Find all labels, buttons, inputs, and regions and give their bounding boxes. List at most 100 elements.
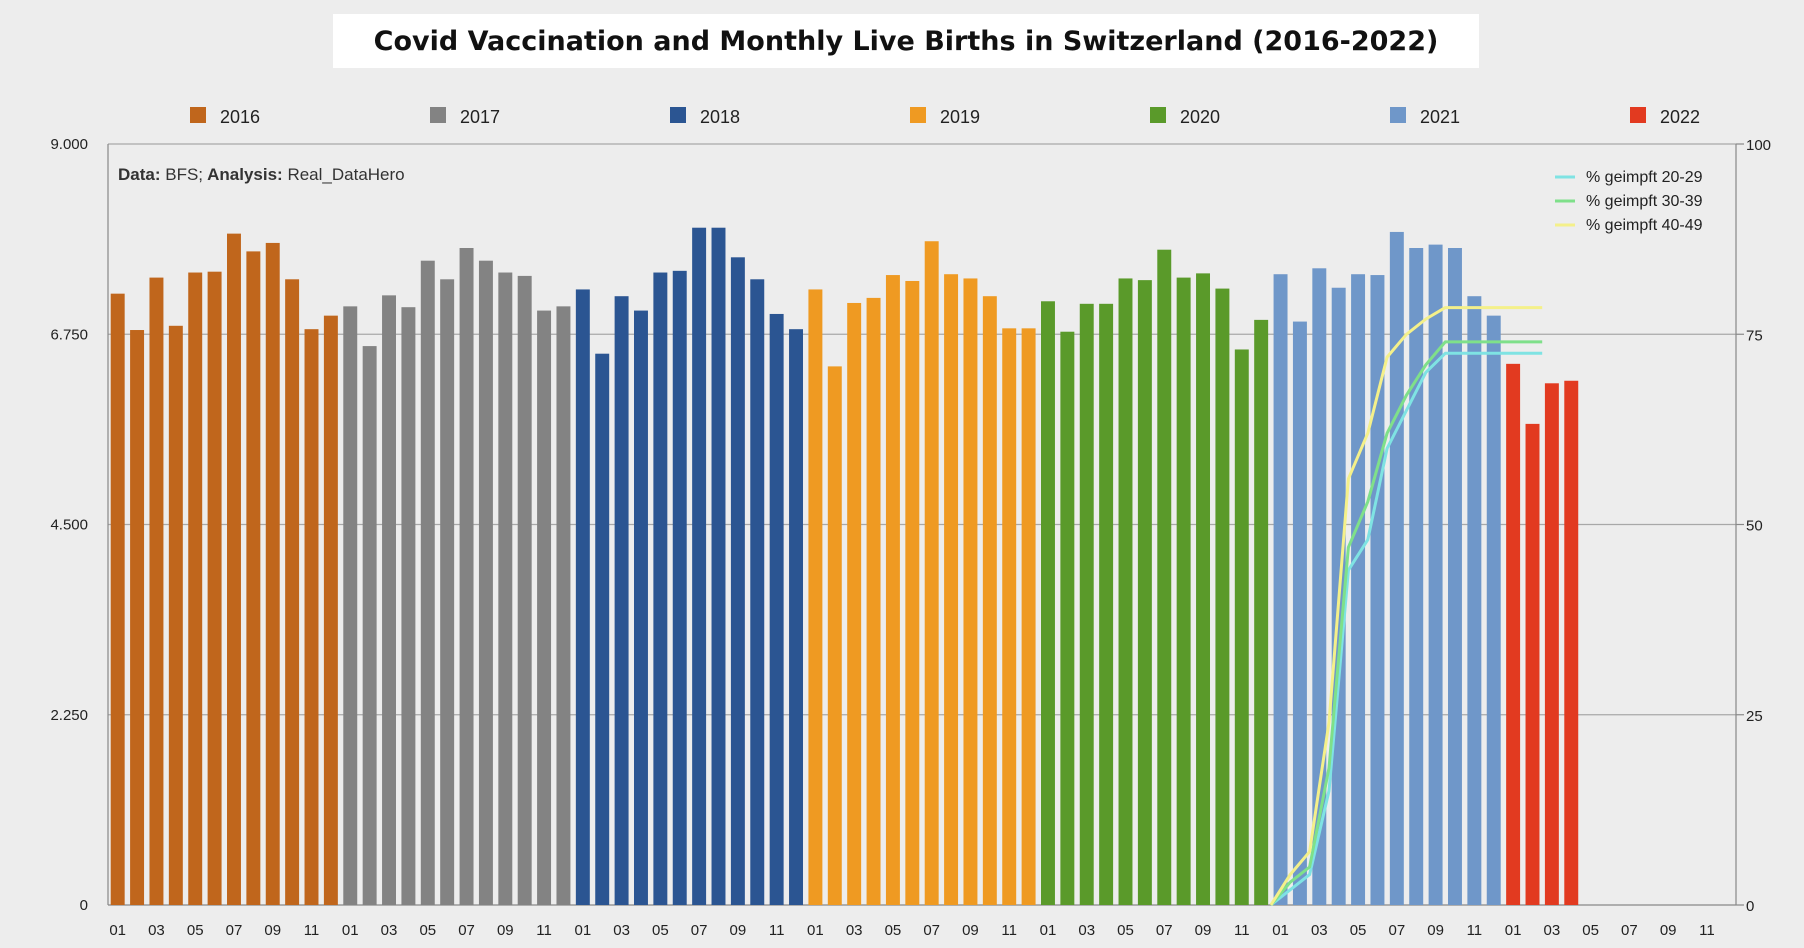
bar-2021-5 [1351, 274, 1366, 905]
source-data-value: BFS; [161, 165, 204, 184]
legend-swatch-2017 [430, 107, 446, 123]
bar-2019-10 [982, 296, 997, 905]
x-tick-label: 09 [730, 922, 747, 939]
legend-swatch-2018 [670, 107, 686, 123]
bar-2019-6 [905, 280, 920, 906]
source-analysis-value: Real_DataHero [283, 165, 405, 184]
vax-legend-label: % geimpft 40-49 [1586, 217, 1703, 234]
bar-2016-12 [323, 315, 338, 905]
bar-2017-6 [440, 279, 455, 905]
x-tick-label: 09 [1660, 922, 1677, 939]
bar-2019-3 [847, 302, 862, 905]
x-tick-label: 05 [652, 922, 669, 939]
bar-2017-8 [478, 260, 493, 906]
bar-2017-12 [556, 306, 571, 905]
legend-label-2018: 2018 [700, 107, 740, 127]
bar-2017-9 [498, 272, 513, 906]
x-tick-label: 09 [962, 922, 979, 939]
x-tick-label: 01 [807, 922, 824, 939]
bar-2020-5 [1118, 278, 1133, 905]
x-tick-label: 09 [1195, 922, 1212, 939]
bar-2021-8 [1409, 248, 1424, 906]
x-tick-label: 07 [226, 922, 243, 939]
bar-2021-2 [1292, 321, 1307, 906]
bar-2019-12 [1021, 328, 1036, 905]
left-axis-tick-label: 2.250 [50, 707, 88, 724]
x-tick-label: 01 [109, 922, 126, 939]
x-tick-label: 03 [381, 922, 398, 939]
x-tick-label: 11 [536, 922, 552, 939]
legend-swatch-2021 [1390, 107, 1406, 123]
bar-2017-3 [382, 295, 397, 905]
x-tick-label: 11 [304, 922, 320, 939]
bar-2016-6 [207, 271, 222, 905]
x-tick-label: 05 [1117, 922, 1134, 939]
source-data-label: Data: [118, 165, 161, 184]
right-axis-tick-label: 100 [1746, 137, 1771, 154]
bar-2021-10 [1447, 248, 1462, 906]
x-tick-label: 01 [1272, 922, 1289, 939]
vax-line-2 [1269, 340, 1543, 906]
bar-2018-7 [692, 227, 707, 905]
bar-2016-8 [246, 251, 261, 905]
x-tick-label: 09 [497, 922, 514, 939]
x-tick-label: 11 [1467, 922, 1483, 939]
bar-2020-3 [1079, 303, 1094, 905]
bar-2020-6 [1137, 280, 1152, 906]
bar-2020-12 [1254, 319, 1269, 905]
bar-2020-10 [1215, 288, 1230, 906]
x-tick-label: 07 [691, 922, 708, 939]
x-tick-label: 01 [1040, 922, 1057, 939]
x-tick-label: 07 [1621, 922, 1638, 939]
legend-swatch-2016 [190, 107, 206, 123]
left-axis-tick-label: 6.750 [50, 326, 88, 343]
legend-label-2017: 2017 [460, 107, 500, 127]
bar-2020-11 [1234, 349, 1249, 906]
vax-line-3 [1269, 306, 1543, 906]
left-axis-tick-label: 4.500 [50, 517, 88, 534]
bar-2018-9 [730, 257, 745, 905]
vaccination-lines [1269, 306, 1543, 907]
left-axis-tick-label: 9.000 [50, 136, 88, 153]
bar-2022-3 [1544, 383, 1559, 905]
x-tick-label: 03 [846, 922, 863, 939]
bar-2022-2 [1525, 423, 1540, 905]
bar-2016-7 [226, 233, 241, 905]
x-tick-label: 05 [885, 922, 902, 939]
x-tick-label: 05 [1350, 922, 1367, 939]
vax-legend-label: % geimpft 30-39 [1586, 193, 1703, 210]
right-axis-tick-label: 50 [1746, 518, 1763, 535]
bar-2019-11 [1002, 328, 1017, 905]
bar-2021-3 [1312, 268, 1327, 906]
bar-2017-4 [401, 307, 416, 905]
bar-2016-2 [130, 330, 145, 905]
left-axis-tick-label: 0 [80, 897, 88, 914]
x-tick-label: 11 [1699, 922, 1715, 939]
bar-2016-3 [149, 277, 164, 905]
x-tick-label: 09 [1427, 922, 1444, 939]
x-tick-label: 05 [1582, 922, 1599, 939]
bar-2018-3 [614, 296, 629, 905]
axes: 0 0 2.250 25 4.500 50 6.750 75 9.000 100 01 03 05 07 0… [50, 136, 1771, 939]
legend-label-2019: 2019 [940, 107, 980, 127]
x-tick-label: 03 [148, 922, 165, 939]
legend-swatch-2022 [1630, 107, 1646, 123]
bar-2021-1 [1273, 274, 1288, 905]
bar-2020-4 [1099, 303, 1114, 905]
x-tick-label: 01 [1505, 922, 1522, 939]
source-analysis-label: Analysis: [203, 165, 283, 184]
bar-2019-5 [885, 275, 900, 905]
bar-2018-10 [750, 279, 765, 905]
bar-2019-1 [808, 289, 823, 905]
bar-2016-9 [265, 242, 280, 905]
bar-2021-11 [1467, 296, 1482, 905]
bar-2019-9 [963, 278, 978, 905]
bar-2018-6 [672, 270, 687, 905]
bar-2021-9 [1428, 244, 1443, 906]
legend-label-2022: 2022 [1660, 107, 1700, 127]
bar-2018-11 [769, 313, 784, 905]
x-tick-label: 07 [1388, 922, 1405, 939]
x-tick-label: 07 [458, 922, 475, 939]
legend-swatch-2020 [1150, 107, 1166, 123]
x-tick-label: 05 [187, 922, 204, 939]
